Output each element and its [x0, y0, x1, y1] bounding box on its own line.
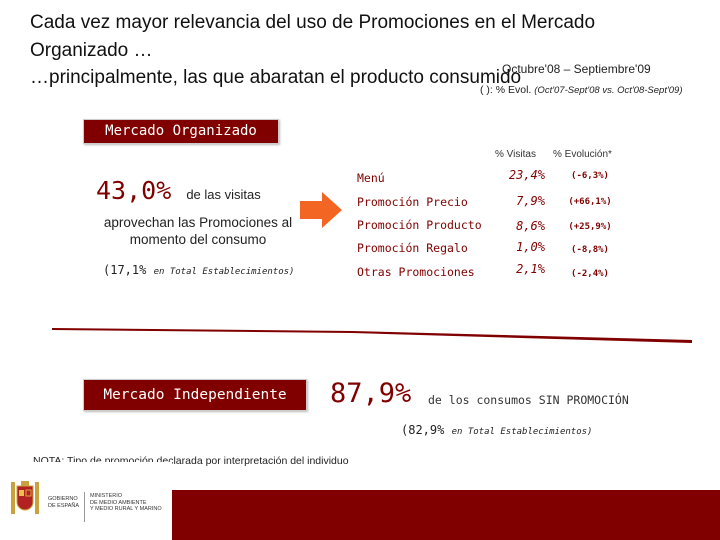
mercado-organizado-box: Mercado Organizado	[83, 119, 279, 144]
title-line-3: …principalmente, las que abaratan el pro…	[30, 67, 522, 88]
ministry-left-line-2: DE ESPAÑA	[48, 502, 80, 509]
organizado-percent-suffix: de las visitas	[186, 187, 261, 202]
independiente-total-value: (82,9%	[401, 423, 445, 437]
row-label-regalo: Promoción Regalo	[357, 241, 468, 255]
row-evol-regalo: (-8,8%)	[571, 245, 609, 255]
organizado-total-value: (17,1%	[103, 263, 147, 277]
organizado-description: aprovechan las Promociones al momento de…	[103, 215, 293, 247]
ministry-right-line-3: Y MEDIO RURAL Y MARINO	[90, 506, 162, 512]
legend-note: ( ): % Evol. (Oct'07-Sept'08 vs. Oct'08-…	[480, 84, 683, 96]
independiente-description: de los consumos SIN PROMOCIÓN	[428, 393, 629, 407]
ministry-right-line-2: DE MEDIO AMBIENTE	[90, 499, 147, 506]
period-label: Octubre'08 – Septiembre'09	[502, 62, 651, 76]
organizado-total-label: en Total Establecimientos)	[153, 267, 295, 277]
row-visitas-menu: 23,4%	[508, 168, 545, 182]
row-evol-producto: (+25,9%)	[568, 222, 612, 232]
row-label-precio: Promoción Precio	[357, 195, 468, 209]
ministry-right-text: MINISTERIO DE MEDIO AMBIENTE Y MEDIO RUR…	[90, 493, 162, 513]
section-divider	[52, 328, 692, 343]
column-header-evolucion: % Evolución*	[553, 149, 612, 160]
arrow-right-icon	[300, 192, 342, 228]
organizado-percent: 43,0%	[96, 176, 172, 205]
row-evol-menu: (-6,3%)	[571, 171, 609, 181]
legend-detail: (Oct'07-Sept'08 vs. Oct'08-Sept'09)	[534, 85, 683, 96]
organizado-total: (17,1% en Total Establecimientos)	[103, 263, 294, 277]
column-header-visitas: % Visitas	[495, 149, 536, 160]
ministry-separator	[84, 492, 85, 522]
mercado-independiente-box: Mercado Independiente	[83, 379, 307, 411]
ministry-left-line-1: GOBIERNO	[48, 496, 78, 502]
independiente-total: (82,9% en Total Establecimientos)	[401, 423, 592, 437]
independiente-big-value: 87,9%	[330, 378, 412, 409]
footer-band	[172, 490, 720, 540]
ministry-left-text: GOBIERNO DE ESPAÑA	[48, 496, 79, 509]
ministry-logo: GOBIERNO DE ESPAÑA MINISTERIO DE MEDIO A…	[8, 466, 164, 536]
title-line-2: Organizado …	[30, 40, 153, 61]
row-label-menu: Menú	[357, 171, 385, 185]
title-line-1: Cada vez mayor relevancia del uso de Pro…	[30, 12, 596, 33]
row-evol-precio: (+66,1%)	[568, 197, 612, 207]
legend-prefix: ( ): % Evol.	[480, 84, 532, 96]
row-evol-otras: (-2,4%)	[571, 269, 609, 279]
row-label-producto: Promoción Producto	[357, 218, 482, 232]
organizado-big-value: 43,0% de las visitas	[96, 176, 261, 205]
row-visitas-regalo: 1,0%	[516, 240, 545, 254]
independiente-total-label: en Total Establecimientos)	[451, 427, 593, 437]
row-visitas-precio: 7,9%	[516, 194, 545, 208]
row-label-otras: Otras Promociones	[357, 265, 475, 279]
ministry-right-line-1: MINISTERIO	[90, 493, 123, 499]
row-visitas-otras: 2,1%	[516, 262, 545, 276]
row-visitas-producto: 8,6%	[516, 219, 545, 233]
coat-of-arms-icon	[11, 481, 39, 514]
